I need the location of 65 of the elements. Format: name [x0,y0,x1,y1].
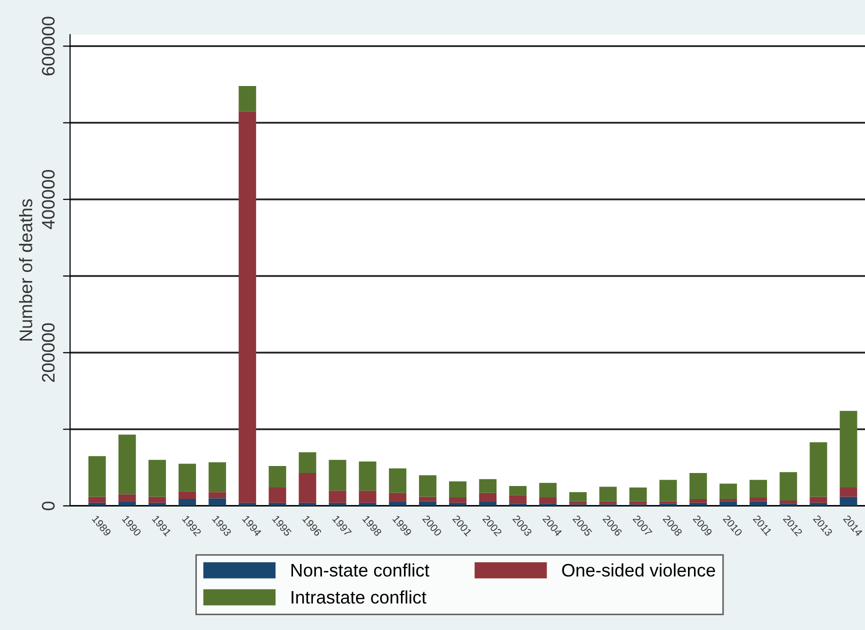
bar [629,488,647,502]
y-tick-label: 400000 [42,170,55,230]
bar [358,490,376,503]
bar [118,502,136,506]
bar [599,501,617,504]
bar [569,501,587,504]
bar [780,472,798,501]
bar [629,501,647,504]
bar [358,461,376,491]
bar [750,497,768,502]
bar [118,434,136,494]
legend-label: Intrastate conflict [292,590,426,604]
bar [509,495,527,504]
legend-label: One-sided violence [562,563,716,577]
bar [569,492,587,502]
bar [479,492,497,502]
bar [298,472,316,503]
bar [238,86,256,112]
bar [298,452,316,473]
bar [689,498,707,503]
bar [118,494,136,502]
bar [238,111,256,503]
y-tick-label: 600000 [42,16,55,76]
bar [840,496,858,506]
y-tick-label: 200000 [42,323,55,382]
bar [780,500,798,504]
bar [208,462,226,492]
bar [810,496,828,503]
bar [720,484,737,499]
bar [539,497,557,504]
bar [388,468,406,493]
bar [88,496,106,503]
bar [148,460,166,497]
legend-label: Non-state conflict [291,563,430,577]
bar [599,486,617,502]
bar [449,481,466,498]
bar [208,492,226,498]
bar [479,479,497,493]
bar [208,498,226,506]
bar [268,488,286,503]
bar [418,496,436,502]
y-tick-label: 0 [42,502,55,510]
bar [840,488,858,497]
bar [750,480,768,498]
bar [449,497,466,503]
bar [328,460,346,491]
bar [840,410,858,488]
y-axis-title: Number of deaths [19,199,32,341]
bar [328,490,346,503]
bar [539,482,557,498]
bar [268,466,286,488]
bar [88,456,106,497]
bar [388,492,406,502]
bar [148,496,166,503]
bar [178,491,196,499]
bar [509,486,527,496]
bar [479,502,497,506]
bar [720,498,737,502]
bar [388,502,406,506]
bar [810,442,828,497]
bar [178,464,196,492]
bar [659,480,677,502]
bar [418,475,436,497]
bar [689,472,707,499]
bar [178,498,196,506]
